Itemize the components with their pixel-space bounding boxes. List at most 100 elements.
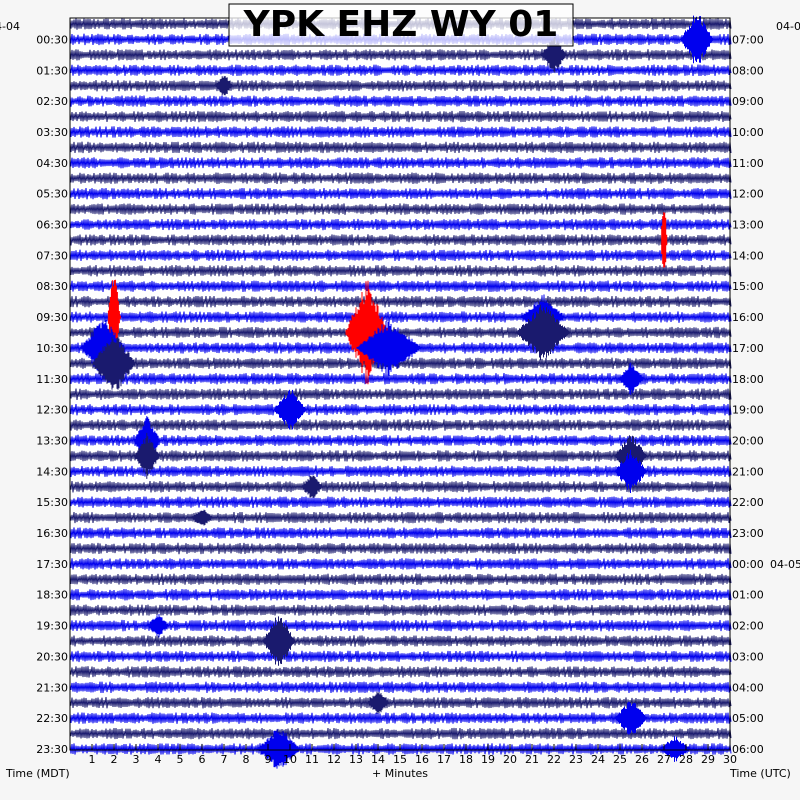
right-hour-label: 09:00 — [732, 95, 764, 108]
trace-15 — [69, 234, 732, 246]
x-tick-label: 15 — [393, 753, 407, 766]
event-mark-25 — [659, 736, 691, 762]
right-hour-label: 23:00 — [732, 527, 764, 540]
title-box — [228, 3, 574, 47]
event-mark-18 — [301, 475, 323, 498]
right-hour-label: 16:00 — [732, 311, 764, 324]
x-tick-label: 2 — [111, 753, 118, 766]
trace-9 — [69, 141, 732, 154]
right-hour-label: 11:00 — [732, 157, 764, 170]
right-hour-label: 17:00 — [732, 342, 764, 355]
x-tick-label: 12 — [327, 753, 341, 766]
left-hour-label: 11:30 — [36, 373, 68, 386]
x-tick-label: 27 — [657, 753, 671, 766]
trace-42 — [69, 650, 732, 663]
event-mark-1 — [681, 15, 713, 64]
trace-21 — [69, 326, 732, 339]
x-label-left: Time (MDT) — [5, 767, 70, 780]
right-hour-label: 03:00 — [732, 650, 764, 663]
x-tick-label: 13 — [349, 753, 363, 766]
left-hour-label: 16:30 — [36, 527, 68, 540]
right-hour-label: 05:00 — [732, 712, 764, 725]
x-tick-label: 14 — [371, 753, 385, 766]
left-hour-label: 04:30 — [36, 157, 68, 170]
event-mark-12 — [618, 362, 645, 395]
event-mark-6 — [356, 320, 422, 376]
event-mark-4 — [107, 279, 121, 355]
right-hour-label: 02:00 — [732, 620, 764, 633]
trace-47 — [69, 727, 732, 740]
trace-10 — [69, 157, 732, 169]
left-hour-label: 18:30 — [36, 589, 68, 602]
right-hour-label: 08:00 — [732, 64, 764, 77]
x-label-right: Time (UTC) — [729, 767, 791, 780]
trace-11 — [69, 172, 732, 184]
trace-23 — [69, 357, 732, 370]
x-tick-label: 25 — [613, 753, 627, 766]
right-hour-label: 10:00 — [732, 126, 764, 139]
axes-group: 00:30 01:30 02:30 03:30 04:30 05:30 06:30 07:30… — [36, 17, 800, 766]
trace-41 — [69, 635, 732, 647]
event-group — [81, 15, 713, 769]
right-hour-label: 22:00 — [732, 496, 764, 509]
left-date-label: 04-04 — [0, 20, 20, 33]
x-tick-label: 5 — [177, 753, 184, 766]
event-mark-19 — [191, 509, 213, 526]
trace-8 — [69, 126, 732, 138]
trace-7 — [69, 110, 732, 123]
trace-12 — [69, 187, 732, 200]
x-tick-label: 20 — [503, 753, 517, 766]
left-hour-label: 02:30 — [36, 95, 68, 108]
trace-45 — [69, 696, 732, 709]
left-hour-label: 17:30 — [36, 558, 68, 571]
x-tick-label: 3 — [133, 753, 140, 766]
left-hour-label: 08:30 — [36, 280, 68, 293]
trace-20 — [69, 311, 732, 323]
x-tick-label: 17 — [437, 753, 451, 766]
left-hour-label: 01:30 — [36, 64, 68, 77]
left-hour-label: 13:30 — [36, 434, 68, 447]
trace-14 — [69, 218, 732, 231]
trace-24 — [69, 373, 732, 385]
left-hour-label: 03:30 — [36, 126, 68, 139]
trace-44 — [69, 681, 732, 694]
trace-39 — [69, 604, 732, 616]
left-hour-label: 19:30 — [36, 620, 68, 633]
trace-40 — [69, 619, 732, 632]
x-tick-label: 23 — [569, 753, 583, 766]
event-mark-10 — [92, 337, 136, 390]
left-hour-label: 21:30 — [36, 681, 68, 694]
left-hour-label: 14:30 — [36, 465, 68, 478]
event-mark-24 — [257, 729, 301, 769]
plot-background — [70, 18, 730, 750]
x-tick-label: 18 — [459, 753, 473, 766]
event-mark-15 — [134, 432, 161, 479]
x-tick-label: 28 — [679, 753, 693, 766]
event-mark-13 — [274, 389, 306, 430]
x-tick-label: 26 — [635, 753, 649, 766]
trace-4 — [69, 64, 732, 77]
trace-16 — [69, 249, 732, 262]
x-tick-label: 11 — [305, 753, 319, 766]
x-tick-label: 4 — [155, 753, 162, 766]
trace-13 — [69, 203, 732, 215]
right-hour-label: 01:00 — [732, 589, 764, 602]
left-hour-label: 23:30 — [36, 743, 68, 756]
trace-37 — [69, 573, 732, 586]
left-hour-label: 15:30 — [36, 496, 68, 509]
right-hour-label: 13:00 — [732, 219, 764, 232]
trace-34 — [69, 527, 732, 539]
x-tick-label: 21 — [525, 753, 539, 766]
left-hour-label: 00:30 — [36, 33, 68, 46]
event-mark-17 — [615, 449, 647, 493]
trace-25 — [69, 388, 732, 400]
right-hour-label: 19:00 — [732, 404, 764, 417]
right-hour-label: 00:00 — [732, 558, 764, 571]
trace-36 — [69, 558, 732, 570]
event-mark-2 — [541, 37, 568, 73]
trace-3 — [69, 49, 732, 61]
x-tick-label: 8 — [243, 753, 250, 766]
trace-18 — [69, 280, 732, 292]
right-hour-label: 12:00 — [732, 188, 764, 201]
